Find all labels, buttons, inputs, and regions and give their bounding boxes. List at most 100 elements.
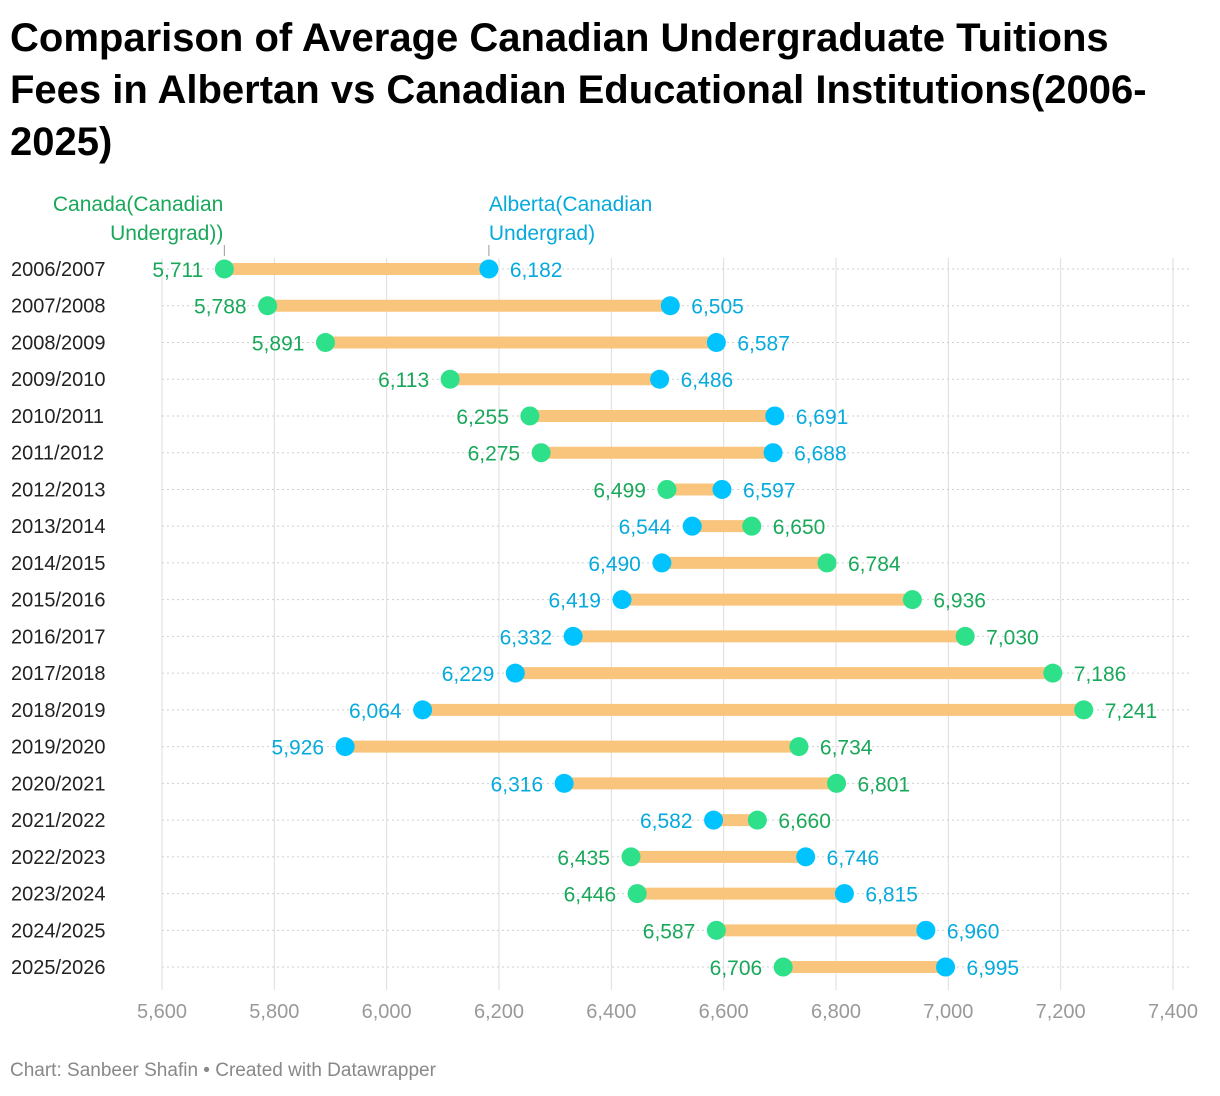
alberta-dot xyxy=(765,406,785,426)
category-label: 2006/2007 xyxy=(11,259,106,281)
canada-value-label: 6,801 xyxy=(858,773,911,796)
alberta-dot xyxy=(682,516,702,536)
canada-dot xyxy=(214,259,234,279)
chart-title: Comparison of Average Canadian Undergrad… xyxy=(10,16,1147,164)
alberta-value-label: 6,486 xyxy=(681,369,734,392)
alberta-dot xyxy=(413,700,433,720)
x-tick-label: 6,600 xyxy=(699,1001,749,1023)
x-tick-label: 5,800 xyxy=(249,1001,299,1023)
canada-dot xyxy=(315,332,335,352)
alberta-value-label: 6,995 xyxy=(967,957,1020,980)
category-label: 2008/2009 xyxy=(11,332,106,354)
data-dots xyxy=(214,259,1094,977)
x-tick-label: 5,600 xyxy=(137,1001,187,1023)
x-tick-label: 7,200 xyxy=(1036,1001,1086,1023)
canada-series-label: Canada(Canadian Undergrad)) xyxy=(53,193,223,245)
canada-dot xyxy=(627,884,647,904)
category-label: 2009/2010 xyxy=(11,369,106,391)
category-label: 2015/2016 xyxy=(11,590,106,612)
canada-dot xyxy=(1074,700,1094,720)
alberta-value-label: 6,332 xyxy=(500,626,553,649)
footer-credit: Created with Datawrapper xyxy=(215,1060,436,1081)
category-label: 2018/2019 xyxy=(11,700,106,722)
category-label: 2021/2022 xyxy=(11,810,106,832)
category-label: 2012/2013 xyxy=(11,479,106,501)
canada-dot xyxy=(773,957,793,977)
alberta-dot xyxy=(612,590,632,610)
category-label: 2022/2023 xyxy=(11,847,106,869)
canada-dot xyxy=(657,479,677,499)
canada-dot xyxy=(789,737,809,757)
canada-value-label: 6,706 xyxy=(710,957,763,980)
canada-dot xyxy=(827,773,847,793)
canada-value-label: 6,499 xyxy=(593,479,646,502)
x-tick-label: 6,000 xyxy=(362,1001,412,1023)
canada-dot xyxy=(531,443,551,463)
alberta-dot xyxy=(650,369,670,389)
canada-value-label: 6,255 xyxy=(456,406,509,429)
alberta-series-label-line: Undergrad) xyxy=(489,222,595,245)
canada-dot xyxy=(902,590,922,610)
canada-dot xyxy=(747,810,767,830)
x-tick-label: 6,200 xyxy=(474,1001,524,1023)
alberta-value-label: 6,182 xyxy=(510,259,563,282)
alberta-value-label: 6,960 xyxy=(947,920,1000,943)
chart-footer: Chart: Sanbeer Shafin • Created with Dat… xyxy=(10,1060,436,1082)
x-tick-label: 7,000 xyxy=(923,1001,973,1023)
canada-value-label: 6,275 xyxy=(468,443,521,466)
canada-value-label: 7,030 xyxy=(986,626,1039,649)
category-label: 2014/2015 xyxy=(11,553,106,575)
canada-dot xyxy=(1043,663,1063,683)
canada-value-label: 6,936 xyxy=(933,590,986,613)
category-label: 2025/2026 xyxy=(11,957,106,979)
alberta-value-label: 6,064 xyxy=(349,700,402,723)
footer-source: Chart: Sanbeer Shafin xyxy=(10,1060,199,1081)
category-label: 2023/2024 xyxy=(11,884,106,906)
alberta-value-label: 6,691 xyxy=(796,406,849,429)
alberta-dot xyxy=(479,259,499,279)
alberta-value-label: 6,229 xyxy=(442,663,495,686)
canada-dot xyxy=(440,369,460,389)
alberta-dot xyxy=(834,884,854,904)
alberta-value-label: 6,505 xyxy=(691,296,744,319)
canada-value-label: 5,788 xyxy=(194,296,247,319)
x-tick-label: 7,400 xyxy=(1148,1001,1198,1023)
alberta-value-label: 6,587 xyxy=(737,332,790,355)
alberta-value-label: 6,316 xyxy=(491,773,544,796)
canada-value-label: 6,660 xyxy=(778,810,831,833)
canada-value-label: 6,784 xyxy=(848,553,901,576)
canada-value-label: 5,711 xyxy=(152,259,203,282)
canada-value-label: 7,186 xyxy=(1074,663,1127,686)
alberta-value-label: 6,815 xyxy=(865,884,918,907)
canada-value-label: 6,587 xyxy=(643,920,696,943)
alberta-dot xyxy=(554,773,574,793)
value-labels: 5,711 6,182 5,788 6,505 5,891 6,587 6,113 6,486… xyxy=(53,193,1157,980)
alberta-series-label: Alberta(Canadian Undergrad) xyxy=(489,193,652,245)
alberta-dot xyxy=(712,479,732,499)
canada-value-label: 6,446 xyxy=(564,884,617,907)
alberta-dot xyxy=(505,663,525,683)
alberta-dot xyxy=(936,957,956,977)
canada-series-label-line: Undergrad)) xyxy=(110,222,223,245)
category-label: 2020/2021 xyxy=(11,773,106,795)
category-label: 2010/2011 xyxy=(11,406,104,428)
alberta-series-label-line: Alberta(Canadian xyxy=(489,193,652,216)
canada-dot xyxy=(621,847,641,867)
alberta-dot xyxy=(704,810,724,830)
canada-value-label: 7,241 xyxy=(1105,700,1158,723)
range-bars xyxy=(224,263,1084,974)
axes: 5,600 5,800 6,000 6,200 6,400 6,600 6,800 7,000… xyxy=(11,259,1198,1023)
alberta-value-label: 5,926 xyxy=(272,737,325,760)
alberta-dot xyxy=(660,296,680,316)
alberta-value-label: 6,746 xyxy=(827,847,880,870)
alberta-dot xyxy=(916,920,936,940)
category-label: 2016/2017 xyxy=(11,626,106,648)
canada-value-label: 5,891 xyxy=(252,332,305,355)
canada-dot xyxy=(258,296,278,316)
category-label: 2011/2012 xyxy=(11,443,104,465)
category-label: 2007/2008 xyxy=(11,296,106,318)
canada-dot xyxy=(706,920,726,940)
category-label: 2024/2025 xyxy=(11,920,106,942)
alberta-dot xyxy=(335,737,355,757)
